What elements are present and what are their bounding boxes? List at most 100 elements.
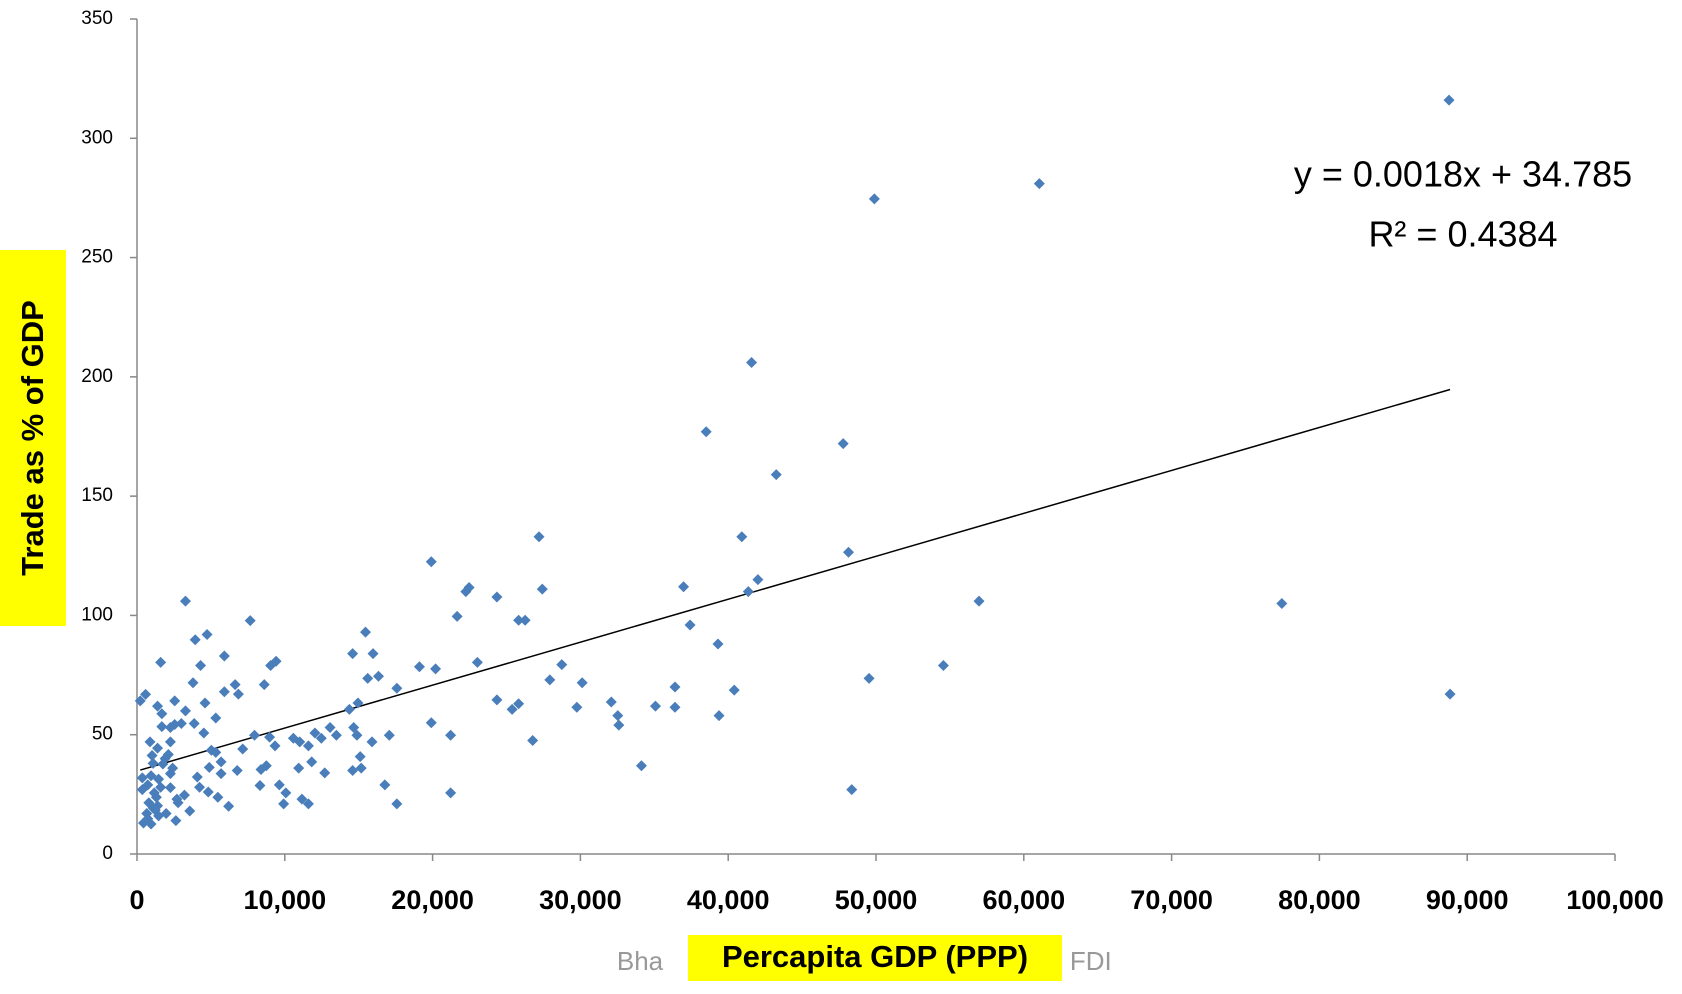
scatter-point [218,650,230,662]
x-axis-label: Percapita GDP (PPP) [722,939,1028,974]
x-tick-label: 40,000 [687,885,770,915]
scatter-point [201,629,213,641]
scatter-point [202,786,214,798]
scatter-point [184,805,196,817]
trendline-r2: R² = 0.4384 [1368,214,1557,255]
scatter-point [218,686,230,698]
scatter-point [746,357,758,369]
scatter-point [152,742,164,754]
scatter-point [556,659,568,671]
scatter-point [188,718,200,730]
scatter-point [205,744,217,756]
scatter-point [649,700,661,712]
scatter-point [315,732,327,744]
x-tick-label: 80,000 [1278,885,1361,915]
scatter-point [155,781,167,793]
y-tick-label: 250 [81,247,113,268]
scatter-point [152,800,164,812]
y-tick-label: 50 [92,724,113,745]
scatter-point [536,583,548,595]
scatter-point [319,767,331,779]
scatter-point [359,626,371,638]
y-tick-label: 350 [81,8,113,29]
scatter-point [134,695,146,707]
scatter-point [383,729,395,741]
scatter-point [742,586,754,598]
x-tick-label: 20,000 [391,885,474,915]
scatter-point [612,710,624,722]
scatter-point [330,729,342,741]
scatter-point [273,779,285,791]
scatter-point [352,697,364,709]
scatter-point [519,614,531,626]
footer-text: Bha [617,946,664,976]
scatter-point [491,694,503,706]
scatter-point [700,426,712,438]
scatter-point [140,688,152,700]
scatter-point [843,546,855,558]
scatter-point [146,749,158,761]
scatter-point [425,717,437,729]
y-tick-label: 100 [81,604,113,625]
scatter-point [179,705,191,717]
scatter-point [736,531,748,543]
scatter-point [348,722,360,734]
scatter-point [309,727,321,739]
x-tick-label: 30,000 [539,885,622,915]
scatter-point [147,757,159,769]
scatter-point [144,736,156,748]
x-tick-label: 60,000 [983,885,1066,915]
scatter-point [576,677,588,689]
scatter-point [460,586,472,598]
scatter-point [255,764,267,776]
scatter-point [198,727,210,739]
scatter-point [195,660,207,672]
scatter-point [232,688,244,700]
scatter-point [863,672,875,684]
scatter-point [175,718,187,730]
scatter-point [471,656,483,668]
scatter-point [142,813,154,825]
scatter-point [231,765,243,776]
scatter-point [244,615,256,627]
x-tick-label: 0 [129,885,144,915]
scatter-point [164,736,176,748]
scatter-point [544,674,556,686]
scatter-point [269,740,281,752]
scatter-point [280,787,292,799]
scatter-point [837,438,849,450]
scatter-point [229,679,241,691]
scatter-point [513,614,525,626]
scatter-point [678,581,690,593]
scatter-point [249,729,261,741]
scatter-point [215,756,227,768]
scatter-point [179,595,191,607]
scatter-point [178,789,190,801]
scatter-point [306,756,318,768]
scatter-point [366,736,378,748]
scatter-point [258,679,270,691]
scatter-point [527,734,539,746]
scatter-point [136,784,148,796]
y-label-highlight [0,250,66,626]
scatter-point [254,780,266,792]
scatter-point [669,681,681,693]
scatter-point [713,710,725,722]
scatter-point [155,656,167,668]
scatter-point [379,779,391,791]
scatter-point [354,751,366,763]
scatter-point [143,797,155,809]
scatter-point [752,574,764,586]
scatter-point [223,800,235,812]
scatter-point [373,670,385,682]
scatter-point [430,663,442,675]
scatter-point [237,743,249,755]
scatter-point [1444,688,1456,700]
scatter-point [613,719,625,731]
scatter-point [170,815,182,827]
scatter-point [712,638,724,650]
scatter-point [362,672,374,684]
x-tick-label: 10,000 [244,885,327,915]
y-tick-label: 0 [102,843,113,864]
